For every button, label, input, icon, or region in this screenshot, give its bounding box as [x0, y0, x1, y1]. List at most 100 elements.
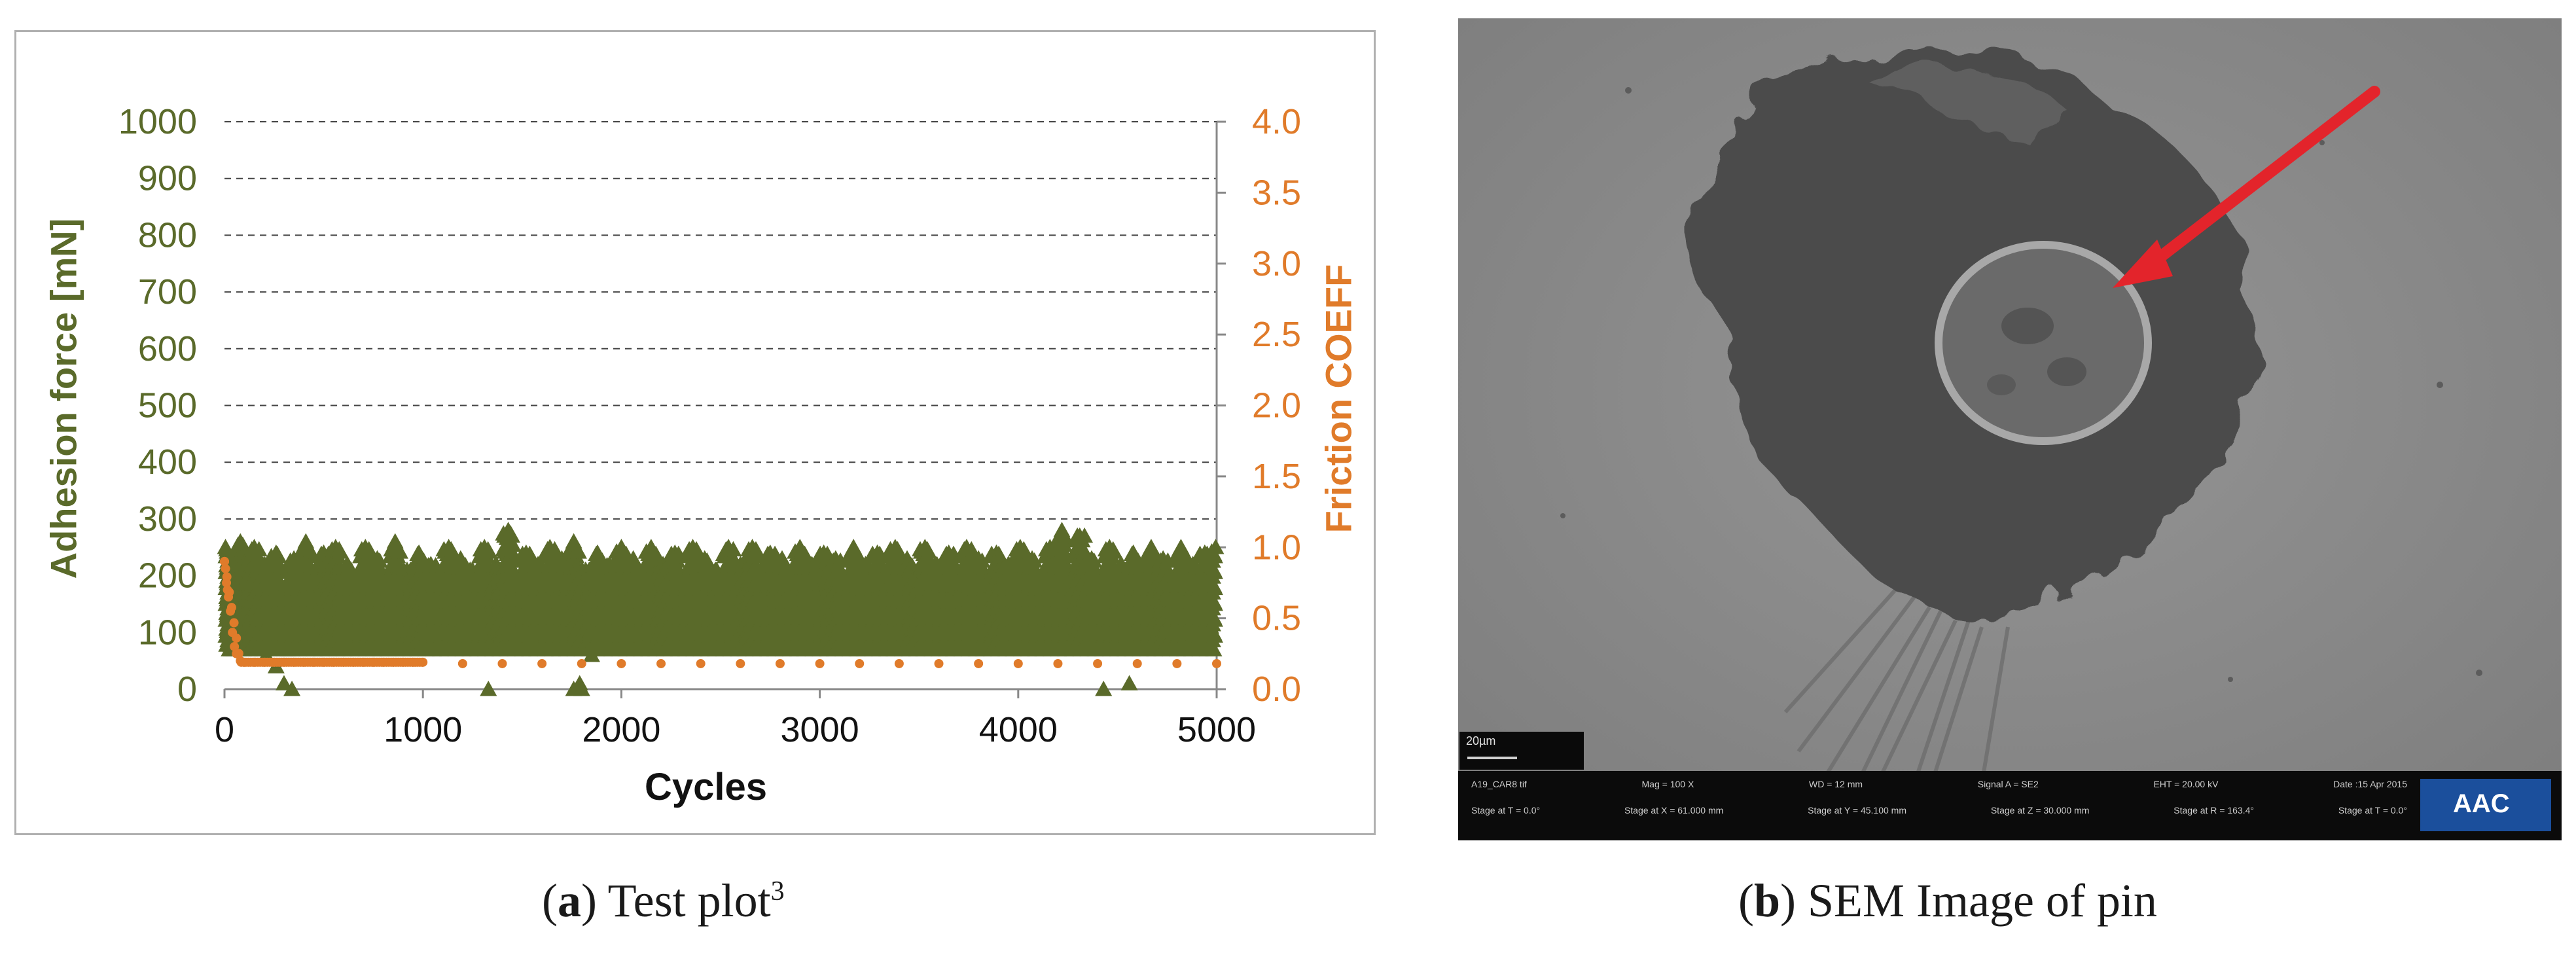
y-right-tick-label: 1.0: [1252, 528, 1301, 567]
adhesion-point: [1205, 641, 1223, 656]
y-right-tick-label: 0.0: [1252, 670, 1301, 709]
caption-b: (b) SEM Image of pin: [1738, 874, 2157, 928]
friction-point: [656, 658, 666, 668]
dust-specks: [1560, 87, 2482, 682]
caption-letter: a: [557, 874, 581, 927]
adhesion-point: [270, 548, 287, 564]
friction-point: [497, 658, 507, 668]
adhesion-point: [1206, 611, 1223, 627]
sem-databar: [1458, 771, 2562, 840]
adhesion-point: [796, 545, 814, 562]
adhesion-point: [1206, 579, 1223, 596]
adhesion-point: [1076, 527, 1094, 543]
databar-field: A19_CAR8 tif: [1471, 779, 1527, 789]
friction-point: [222, 572, 232, 582]
databar-field: WD = 12 mm: [1808, 779, 1863, 789]
y-left-tick-label: 0: [177, 670, 197, 709]
friction-point: [1132, 658, 1142, 668]
friction-point: [232, 633, 241, 643]
friction-point: [1013, 658, 1023, 668]
adhesion-point: [504, 536, 522, 552]
adhesion-point: [1095, 681, 1113, 696]
databar-field: Stage at Y = 45.100 mm: [1808, 805, 1907, 816]
caption-letter: b: [1753, 874, 1781, 927]
adhesion-point: [1076, 543, 1094, 559]
scale-bar-label: 20µm: [1466, 734, 1496, 747]
friction-point: [220, 556, 229, 566]
friction-point: [855, 658, 865, 668]
friction-point: [226, 603, 236, 613]
friction-point: [974, 658, 984, 668]
adhesion-point: [522, 548, 540, 564]
adhesion-point: [890, 543, 908, 559]
scale-bar: [1459, 732, 1584, 770]
friction-point: [417, 657, 427, 667]
adhesion-series: [217, 522, 1225, 696]
friction-point: [229, 618, 239, 628]
x-tick-label: 3000: [781, 710, 859, 749]
y-right-tick-label: 4.0: [1252, 102, 1301, 141]
y-right-tick-label: 2.0: [1252, 386, 1301, 425]
adhesion-point: [1206, 627, 1223, 643]
wear-debris-streaks: [1783, 579, 2010, 798]
adhesion-point: [250, 541, 268, 557]
friction-point: [537, 658, 547, 668]
y-right-tick-label: 1.5: [1252, 457, 1301, 496]
y-right-axis-title: Friction COEFF: [1317, 264, 1359, 533]
databar-field: Stage at T = 0.0°: [1471, 805, 1541, 816]
x-tick-label: 2000: [582, 710, 660, 749]
adhesion-point: [371, 552, 389, 568]
friction-point: [457, 658, 467, 668]
adhesion-point: [689, 543, 706, 559]
adhesion-point: [569, 543, 587, 559]
test-plot-chart: 0 100 200 300 400 500 600 700 800 900 1000 0.0 0.5 1…: [118, 102, 1301, 749]
friction-point: [577, 658, 586, 668]
adhesion-point: [724, 541, 742, 557]
adhesion-point: [332, 543, 349, 559]
x-axis-title: Cycles: [645, 766, 768, 808]
adhesion-point: [647, 545, 665, 562]
caption-close: ): [1780, 874, 1797, 927]
adhesion-point: [480, 543, 498, 559]
adhesion-point: [573, 681, 590, 696]
adhesion-point: [503, 527, 521, 543]
adhesion-point: [1085, 552, 1103, 568]
adhesion-point: [1206, 595, 1223, 611]
adhesion-point: [302, 543, 319, 559]
caption-open: (: [1738, 874, 1754, 927]
friction-point: [894, 658, 904, 668]
caption-text: SEM Image of pin: [1796, 874, 2157, 927]
adhesion-point: [872, 548, 889, 564]
adhesion-point: [1026, 552, 1043, 568]
adhesion-point: [963, 541, 980, 557]
friction-point: [1172, 658, 1182, 668]
sem-logo-box: [2420, 779, 2551, 831]
caption-a: (a) Test plot3: [542, 874, 785, 928]
databar-field: Signal A = SE2: [1977, 779, 2039, 789]
friction-point: [775, 658, 785, 668]
adhesion-point: [1206, 548, 1223, 564]
contact-circle: [1935, 241, 2152, 445]
databar-field: Mag = 100 X: [1641, 779, 1694, 789]
databar-field: Stage at X = 61.000 mm: [1624, 805, 1724, 816]
adhesion-point: [391, 543, 409, 559]
sem-image: [1458, 18, 2562, 840]
y-left-tick-label: 800: [138, 215, 197, 255]
y-left-axis-title: Adhesion force [mN]: [43, 218, 84, 579]
adhesion-point: [275, 675, 293, 690]
y-left-tick-label: 1000: [118, 102, 197, 141]
adhesion-point: [698, 552, 716, 568]
caption-open: (: [542, 874, 558, 927]
friction-point: [815, 658, 825, 668]
adhesion-point: [546, 541, 564, 557]
friction-point: [234, 649, 243, 658]
adhesion-point: [920, 543, 937, 559]
friction-point: [1053, 658, 1063, 668]
friction-point: [224, 587, 234, 597]
adhesion-point: [444, 543, 461, 559]
sem-logo: AAC: [2453, 789, 2510, 818]
adhesion-point: [234, 536, 251, 552]
y-left-tick-label: 900: [138, 159, 197, 198]
y-right-tick-label: 0.5: [1252, 599, 1301, 638]
adhesion-point: [1120, 675, 1138, 690]
